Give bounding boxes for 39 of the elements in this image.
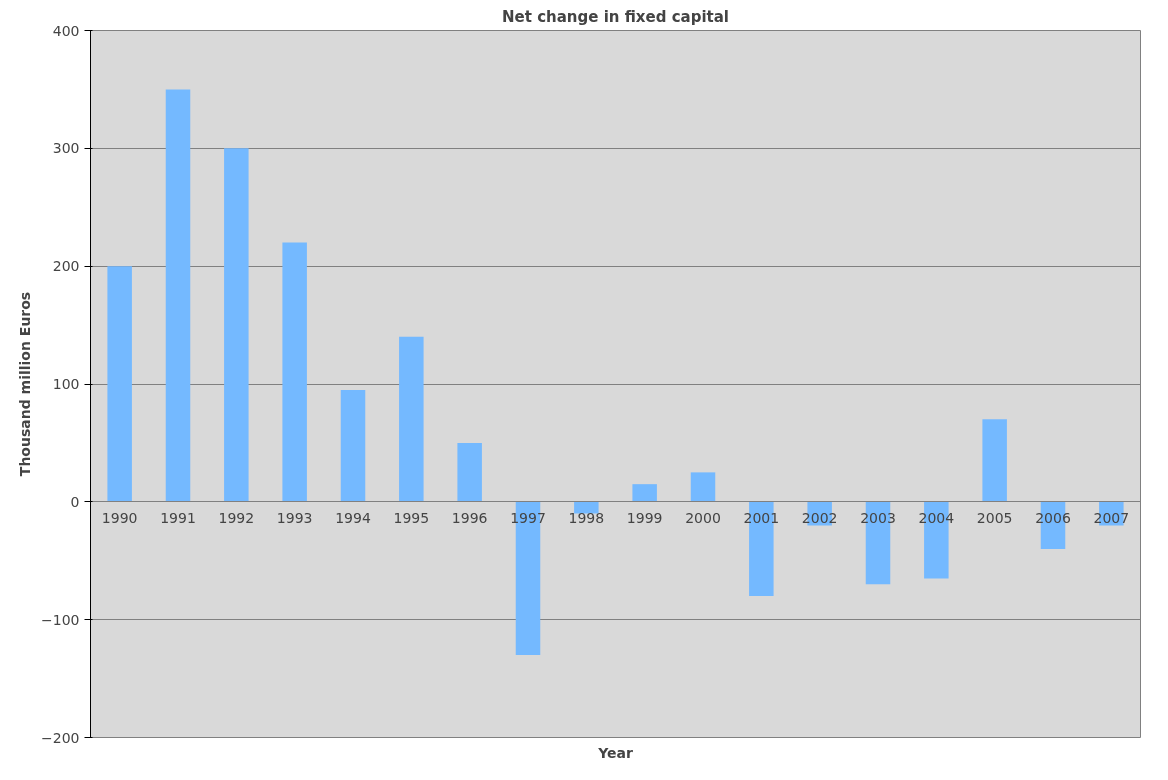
- bar: [457, 442, 482, 502]
- y-tick-label: −200: [41, 729, 80, 746]
- bar: [399, 336, 424, 502]
- x-tick-label: 2007: [1093, 509, 1130, 526]
- y-tick-label: 100: [52, 376, 80, 392]
- chart-title: Net change in fixed capital: [502, 7, 729, 26]
- y-tick-label: 400: [52, 22, 80, 39]
- bar: [690, 472, 716, 502]
- x-tick-label: 2005: [976, 509, 1013, 526]
- x-tick-label: 2000: [685, 509, 721, 526]
- y-tick-label: −100: [41, 611, 80, 628]
- bar: [632, 484, 657, 502]
- x-tick-label: 2001: [743, 509, 780, 526]
- x-tick-label: 2002: [801, 509, 838, 526]
- y-tick-label: 200: [52, 258, 80, 275]
- y-tick-label: 0: [70, 493, 80, 510]
- bar: [574, 501, 599, 514]
- x-axis-title: Year: [597, 744, 633, 761]
- bar: [224, 148, 249, 502]
- bar: [340, 389, 366, 502]
- y-axis-title: Thousand million Euros: [17, 291, 34, 477]
- x-tick-label: 1992: [218, 509, 255, 526]
- x-tick-label: 1993: [276, 509, 313, 526]
- x-tick-label: 2004: [918, 509, 955, 526]
- x-tick-label: 1998: [568, 509, 605, 526]
- x-tick-label: 1990: [101, 509, 138, 526]
- x-tick-label: 1997: [510, 509, 546, 526]
- x-tick-label: 1995: [393, 509, 430, 526]
- x-tick-label: 1991: [160, 509, 196, 526]
- bar: [982, 419, 1007, 502]
- bar: [107, 266, 132, 502]
- y-tick-label: 300: [52, 140, 80, 157]
- x-tick-label: 2003: [860, 509, 896, 526]
- x-tick-label: 1994: [335, 509, 371, 526]
- x-tick-label: 1996: [451, 509, 488, 526]
- x-tick-label: 1999: [626, 509, 663, 526]
- x-tick-label: 2006: [1035, 509, 1071, 526]
- bar: [282, 242, 307, 502]
- bar: [165, 89, 191, 502]
